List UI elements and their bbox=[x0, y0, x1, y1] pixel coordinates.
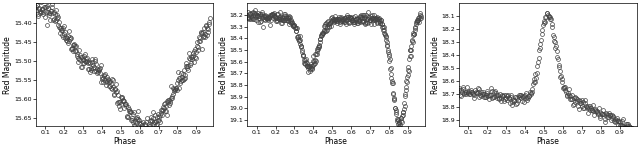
Y-axis label: Red Magnitude: Red Magnitude bbox=[3, 36, 12, 94]
X-axis label: Phase: Phase bbox=[536, 136, 559, 146]
Y-axis label: Red Magnitude: Red Magnitude bbox=[219, 36, 228, 94]
Y-axis label: Red Magnitude: Red Magnitude bbox=[431, 36, 440, 94]
X-axis label: Phase: Phase bbox=[113, 136, 136, 146]
X-axis label: Phase: Phase bbox=[324, 136, 348, 146]
